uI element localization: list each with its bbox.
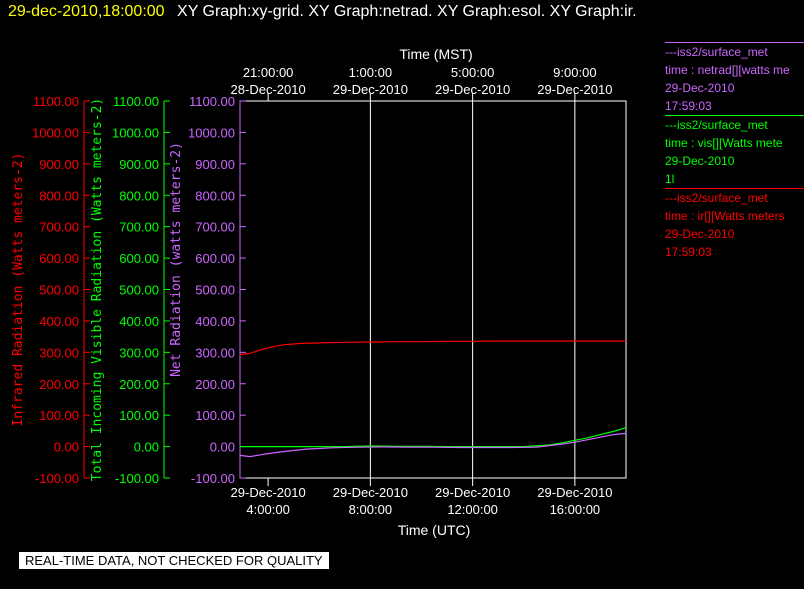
y-tick-label-ir-2: 900.00 [39,157,79,172]
y-tick-label-net-0: 1100.00 [189,94,235,109]
y-tick-label-net-12: -100.00 [191,471,235,486]
top-tick-time-1: 1:00:00 [349,65,392,80]
top-tick-date-3: 29-Dec-2010 [537,82,612,97]
y-tick-label-ir-12: -100.00 [35,471,79,486]
y-tick-label-vis-11: 0.00 [134,440,159,455]
y-axis-label-net: Net Radiation (watts meters-2) [169,142,184,377]
bottom-tick-date-0: 29-Dec-2010 [231,485,306,500]
y-tick-label-ir-9: 200.00 [39,377,79,392]
y-tick-label-ir-3: 800.00 [39,188,79,203]
top-tick-date-0: 28-Dec-2010 [231,82,306,97]
y-tick-label-vis-0: 1100.00 [113,94,159,109]
y-tick-label-ir-6: 500.00 [39,283,79,298]
y-tick-label-net-1: 1000.00 [188,125,235,140]
y-tick-label-net-2: 900.00 [195,157,235,172]
top-tick-time-3: 9:00:00 [553,65,596,80]
bottom-tick-date-2: 29-Dec-2010 [435,485,510,500]
legend-line: time : ir[][Watts meters [665,209,785,223]
legend-line: ---iss2/surface_met [665,118,768,132]
y-tick-label-vis-4: 700.00 [119,220,159,235]
y-tick-label-net-6: 500.00 [195,283,235,298]
top-tick-date-1: 29-Dec-2010 [333,82,408,97]
header-datetime: 29-dec-2010,18:00:00 [8,3,165,20]
series-line-vis [240,427,627,448]
y-tick-label-ir-8: 300.00 [39,345,79,360]
y-tick-label-net-11: 0.00 [210,440,235,455]
header-graph-list: XY Graph:xy-grid. XY Graph:netrad. XY Gr… [177,3,637,20]
legend-line: time : netrad[][watts me [665,63,790,77]
bottom-tick-date-1: 29-Dec-2010 [333,485,408,500]
series-line-net [239,432,627,458]
y-tick-label-net-4: 700.00 [195,220,235,235]
series-line-ir [239,340,626,356]
y-tick-label-vis-1: 1000.00 [112,125,159,140]
legend-line: time : vis[][Watts mete [665,136,783,150]
y-tick-label-vis-5: 600.00 [119,251,159,266]
legend-line: 1l [665,172,675,186]
y-tick-label-vis-12: -100.00 [115,471,159,486]
y-tick-label-ir-10: 100.00 [39,408,79,423]
y-tick-label-vis-10: 100.00 [119,408,159,423]
y-tick-label-net-10: 100.00 [195,408,235,423]
y-tick-label-ir-7: 400.00 [39,314,79,329]
top-tick-time-2: 5:00:00 [451,65,494,80]
y-tick-label-net-3: 800.00 [195,188,235,203]
legend-line: ---iss2/surface_met [665,191,768,205]
top-axis-label: Time (MST) [399,46,472,62]
top-tick-time-0: 21:00:00 [243,65,294,80]
bottom-tick-time-1: 8:00:00 [349,502,392,517]
y-tick-label-net-9: 200.00 [195,377,235,392]
y-tick-label-net-8: 300.00 [195,345,235,360]
y-tick-label-net-5: 600.00 [195,251,235,266]
y-tick-label-vis-7: 400.00 [119,314,159,329]
legend-line: 29-Dec-2010 [665,227,735,241]
y-tick-label-vis-2: 900.00 [119,157,159,172]
y-axis-label-vis: Total Incoming Visible Radiation (Watts … [90,98,105,482]
chart-header: 29-dec-2010,18:00:00 XY Graph:xy-grid. X… [8,3,637,21]
quality-notice: REAL-TIME DATA, NOT CHECKED FOR QUALITY [19,552,329,569]
y-tick-label-ir-0: 1100.00 [33,94,79,109]
y-tick-label-ir-11: 0.00 [54,440,79,455]
bottom-axis-label: Time (UTC) [398,522,471,538]
y-tick-label-vis-8: 300.00 [119,345,159,360]
y-tick-label-ir-1: 1000.00 [32,125,79,140]
y-tick-label-net-7: 400.00 [195,314,235,329]
top-tick-date-2: 29-Dec-2010 [435,82,510,97]
y-tick-label-vis-3: 800.00 [119,188,159,203]
y-tick-label-ir-5: 600.00 [39,251,79,266]
legend-line: ---iss2/surface_met [665,45,768,59]
y-tick-label-vis-6: 500.00 [119,283,159,298]
y-tick-label-vis-9: 200.00 [119,377,159,392]
legend-line: 29-Dec-2010 [665,81,735,95]
plot-frame [239,100,627,479]
legend-line: 17:59:03 [665,245,712,259]
bottom-tick-time-2: 12:00:00 [447,502,498,517]
bottom-tick-date-3: 29-Dec-2010 [537,485,612,500]
bottom-tick-time-3: 16:00:00 [550,502,601,517]
legend-line: 17:59:03 [665,99,712,113]
y-tick-label-ir-4: 700.00 [39,220,79,235]
bottom-tick-time-0: 4:00:00 [246,502,289,517]
legend-line: 29-Dec-2010 [665,154,735,168]
y-axis-label-ir: Infrared Radiation (Watts meters-2) [11,153,26,427]
